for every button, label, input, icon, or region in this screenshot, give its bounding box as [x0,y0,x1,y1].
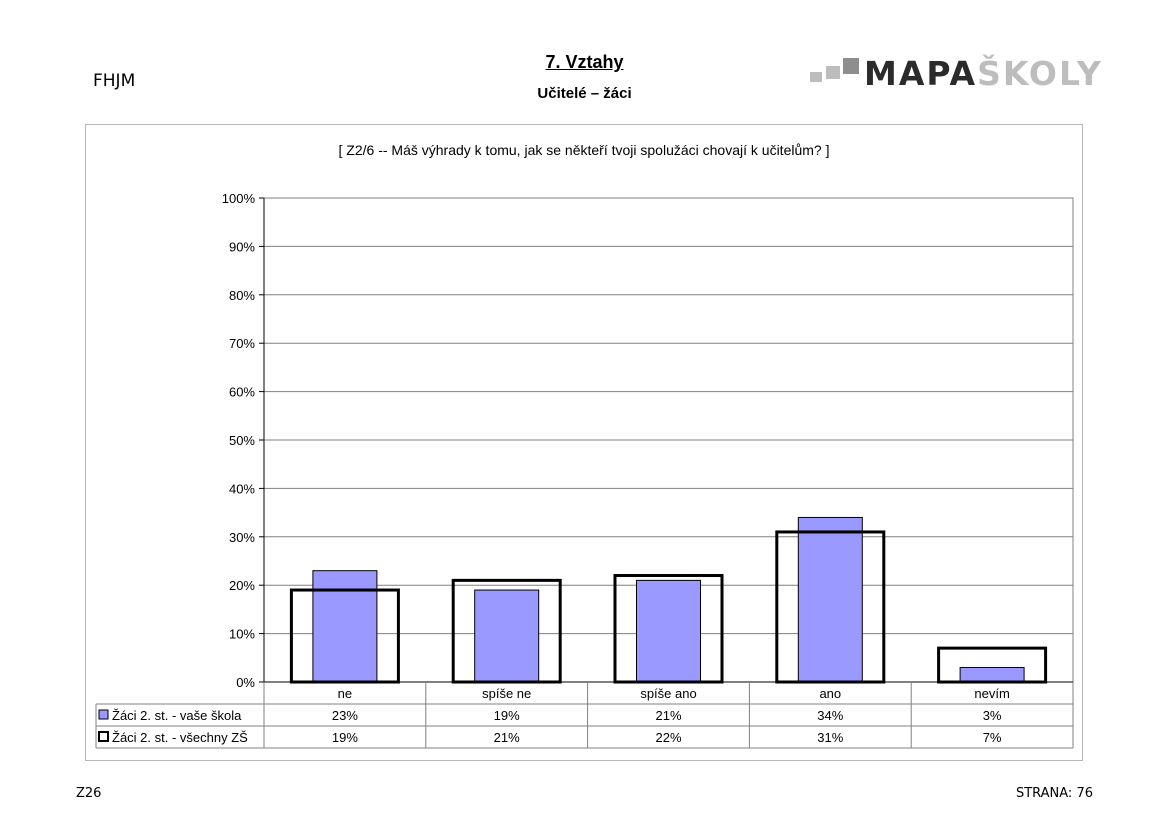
data-label-vase-skola: 3% [983,708,1002,723]
logo-wordmark-light: ŠKOLY [977,54,1103,93]
y-tick-label: 50% [229,433,255,448]
bar-vase-skola [474,589,540,683]
y-tick-label: 100% [222,191,256,206]
data-label-vsechny-zs: 22% [655,730,681,745]
logo-square-large [843,58,859,74]
legend-label-vase-skola: Žáci 2. st. - vaše škola [112,708,242,723]
y-tick-label: 10% [229,627,255,642]
section-title: 7. Vztahy [0,52,1169,73]
data-label-vsechny-zs: 19% [332,730,358,745]
legend-label-vsechny-zs: Žáci 2. st. - všechny ZŠ [112,730,248,745]
data-label-vase-skola: 19% [494,708,520,723]
data-label-vase-skola: 23% [332,708,358,723]
y-tick-label: 0% [236,675,255,690]
mapa-skoly-logo: MAPAŠKOLY [808,54,1101,93]
data-label-vsechny-zs: 31% [817,730,843,745]
logo-square-medium [826,66,840,79]
y-tick-label: 30% [229,530,255,545]
school-code: FHJM [93,71,136,91]
category-label: spíše ne [482,686,531,701]
y-tick-label: 20% [229,578,255,593]
category-label: nevím [974,686,1009,701]
logo-wordmark-dark: MAPA [864,54,978,93]
bar-vase-skola [959,666,1025,683]
data-label-vsechny-zs: 7% [983,730,1002,745]
chart-title: [ Z2/6 -- Máš výhrady k tomu, jak se něk… [338,142,830,158]
y-tick-label: 70% [229,336,255,351]
footer-code: Z26 [76,786,102,801]
data-label-vase-skola: 21% [655,708,681,723]
y-tick-label: 80% [229,288,255,303]
data-label-vsechny-zs: 21% [494,730,520,745]
logo-square-small [810,72,822,82]
category-label: ano [819,686,841,701]
category-label: spíše ano [640,686,696,701]
footer-page-number: STRANA: 76 [1015,786,1093,801]
data-label-vase-skola: 34% [817,708,843,723]
bar-vase-skola [312,570,378,683]
section-subtitle: Učitelé – žáci [537,85,632,102]
logo-wordmark: MAPAŠKOLY [864,54,1103,93]
chart-frame [85,124,1083,761]
legend-key-vsechny-zs [98,731,109,742]
category-label: ne [338,686,352,701]
y-tick-label: 40% [229,481,255,496]
y-tick-label: 60% [229,385,255,400]
legend-key-vase-skola [98,709,109,720]
section-title-text: 7. Vztahy [545,52,624,72]
y-tick-label: 90% [229,239,255,254]
bar-vase-skola [636,579,701,683]
bar-vase-skola [797,516,863,683]
